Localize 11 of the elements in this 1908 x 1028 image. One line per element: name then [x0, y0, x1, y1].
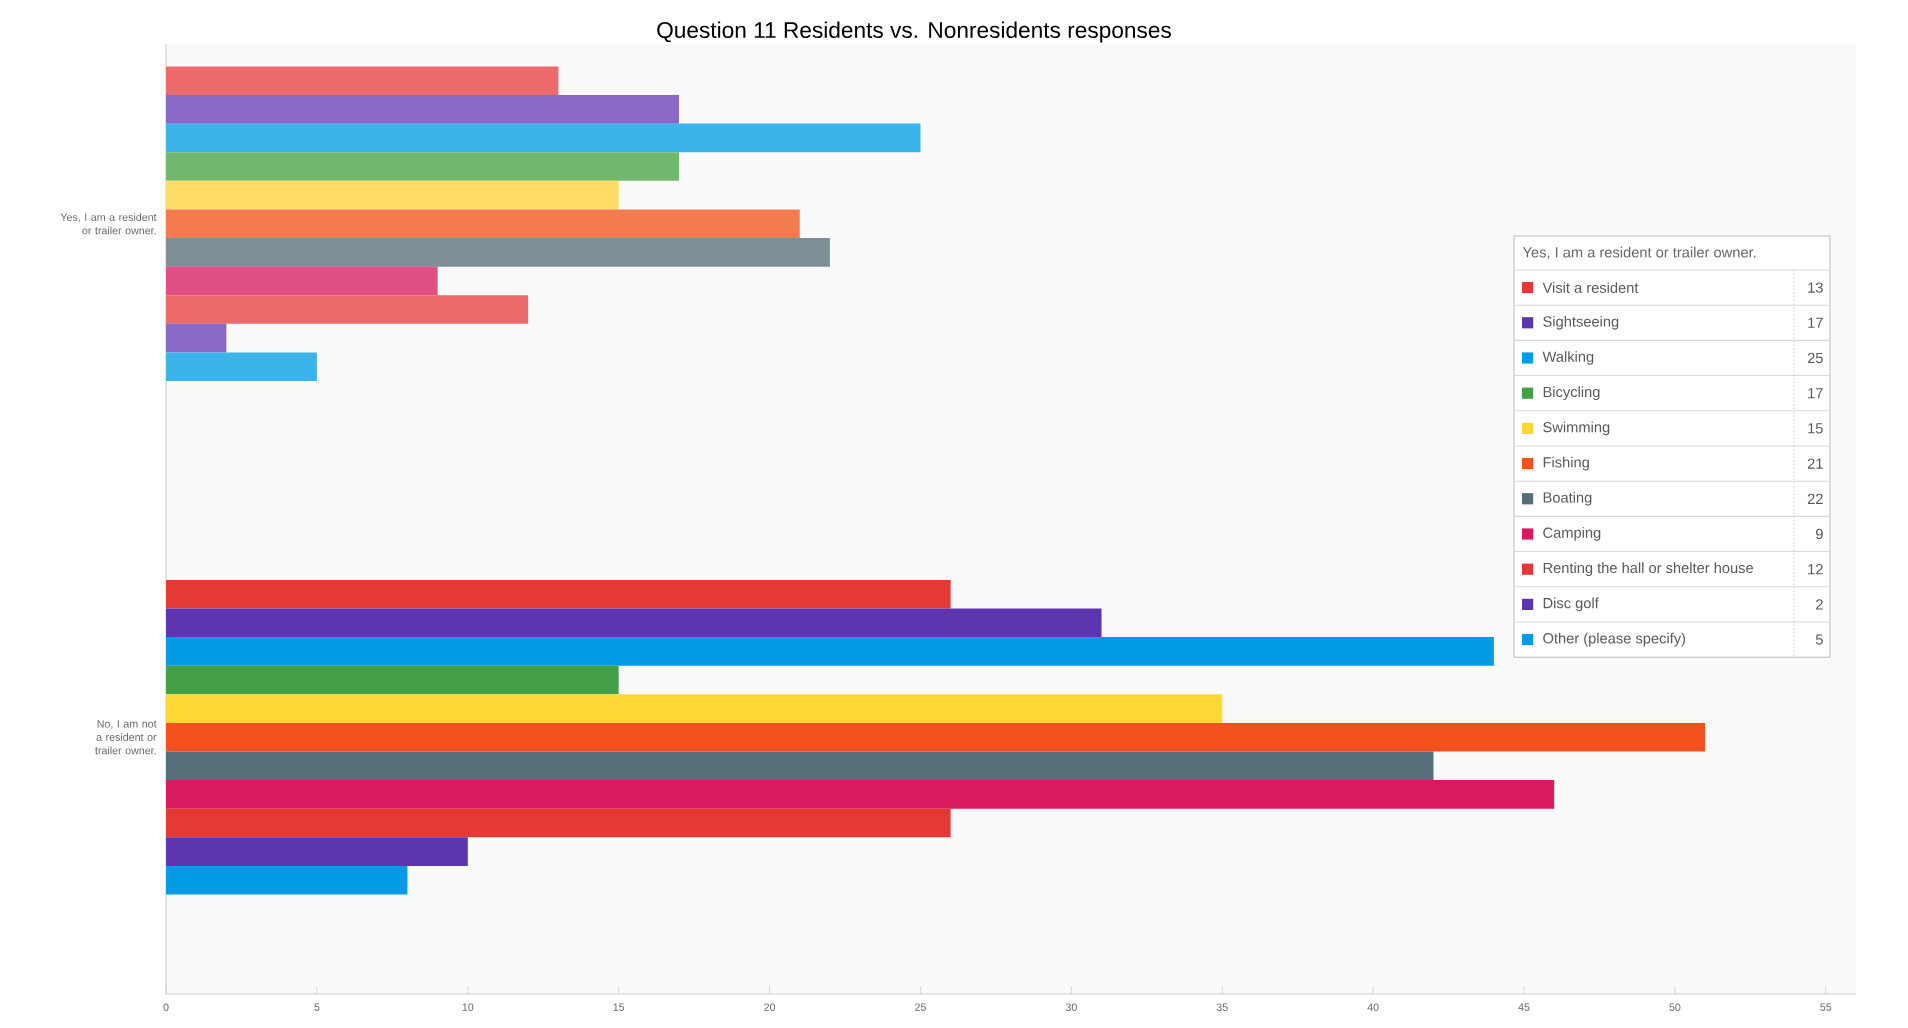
- chart-title: Question 11 Residents vs. Nonresidents responses: [657, 21, 1171, 43]
- bar: [166, 238, 830, 267]
- bar: [166, 722, 1706, 752]
- bar: [166, 152, 680, 181]
- bar: [166, 780, 1555, 809]
- bar: [166, 665, 619, 695]
- bar: [166, 694, 1223, 723]
- bar: [166, 180, 619, 210]
- bar: [166, 266, 438, 296]
- bar: [166, 209, 800, 239]
- bar: [166, 751, 1434, 781]
